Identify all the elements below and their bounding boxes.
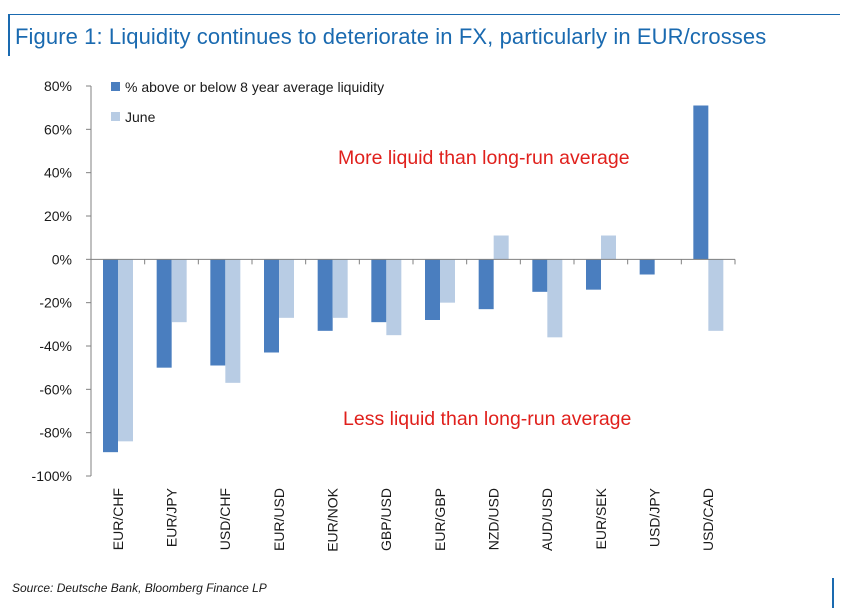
source-note: Source: Deutsche Bank, Bloomberg Finance… — [12, 581, 267, 595]
x-category-label: NZD/USD — [486, 488, 502, 550]
bar-june — [708, 259, 724, 331]
x-category-label: USD/CHF — [217, 488, 233, 550]
y-tick-label: 80% — [44, 78, 72, 94]
y-tick-label: -20% — [39, 295, 72, 311]
bar-june — [279, 259, 294, 318]
x-category-label: EUR/NOK — [325, 487, 341, 551]
bar-june — [493, 235, 509, 260]
frame-right-rule — [832, 578, 834, 608]
y-tick-label: -80% — [39, 425, 72, 441]
x-category-label: EUR/JPY — [164, 487, 180, 547]
bar-average — [371, 259, 387, 323]
legend-label: June — [125, 109, 156, 125]
bar-june — [440, 259, 455, 303]
y-tick-label: 40% — [44, 165, 72, 181]
frame-left-rule — [8, 14, 10, 56]
legend-swatch — [111, 112, 120, 121]
bar-june — [118, 259, 133, 442]
y-tick-label: 0% — [52, 251, 72, 267]
x-category-label: EUR/CHF — [110, 488, 126, 550]
bar-average — [264, 259, 279, 353]
x-category-label: USD/CAD — [700, 488, 716, 551]
x-category-label: EUR/GBP — [432, 488, 448, 551]
bar-average — [425, 259, 440, 320]
y-tick-label: -100% — [32, 468, 72, 484]
bar-average — [639, 259, 655, 275]
annotation-less-liquid: Less liquid than long-run average — [343, 408, 631, 430]
y-tick-label: 20% — [44, 208, 72, 224]
legend-label: % above or below 8 year average liquidit… — [125, 79, 384, 95]
bar-average — [478, 259, 494, 310]
bar-average — [693, 105, 709, 260]
x-category-label: EUR/USD — [271, 488, 287, 551]
bar-june — [386, 259, 402, 336]
bar-june — [225, 259, 241, 383]
bar-june — [332, 259, 348, 318]
figure-title: Figure 1: Liquidity continues to deterio… — [15, 24, 767, 49]
x-category-label: GBP/USD — [378, 488, 394, 551]
x-category-label: AUD/USD — [539, 488, 555, 551]
bar-average — [532, 259, 548, 292]
bar-june — [171, 259, 187, 323]
frame-top-rule — [8, 14, 840, 15]
bar-average — [586, 259, 601, 290]
bar-june — [547, 259, 563, 338]
bar-average — [103, 259, 118, 453]
y-tick-label: 60% — [44, 121, 72, 137]
legend-swatch — [111, 82, 120, 91]
x-category-label: USD/JPY — [647, 487, 663, 547]
bar-average — [210, 259, 226, 366]
annotation-more-liquid: More liquid than long-run average — [338, 147, 630, 169]
x-category-label: EUR/SEK — [593, 487, 609, 549]
bar-average — [156, 259, 172, 368]
bar-average — [317, 259, 333, 331]
y-tick-label: -40% — [39, 338, 72, 354]
bar-june — [601, 235, 616, 260]
y-tick-label: -60% — [39, 381, 72, 397]
